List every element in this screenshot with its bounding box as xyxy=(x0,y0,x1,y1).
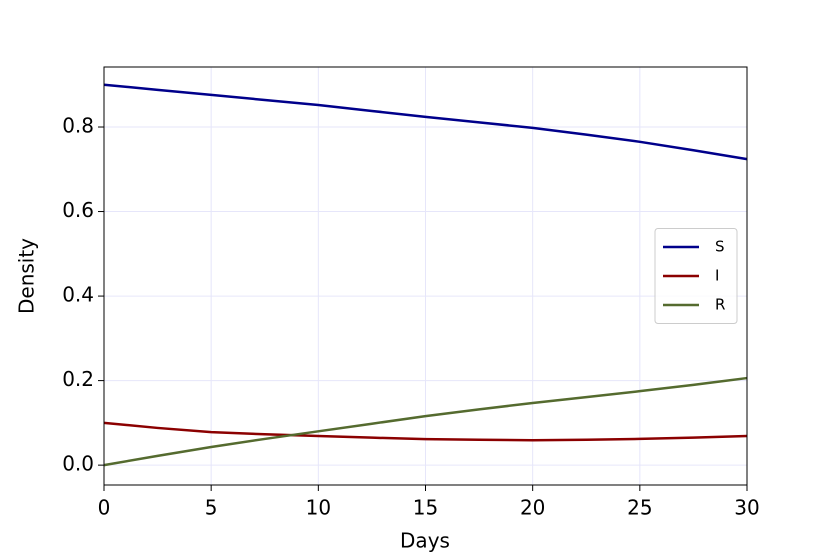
y-axis-label: Density xyxy=(15,238,39,314)
legend: SIR xyxy=(654,228,738,324)
y-tick-label: 0.2 xyxy=(62,367,94,391)
series-line xyxy=(103,83,748,161)
x-axis-label: Days xyxy=(400,529,450,553)
x-tick-label: 20 xyxy=(520,496,545,520)
legend-label: R xyxy=(715,296,725,314)
y-tick-label: 0.0 xyxy=(62,452,94,476)
legend-label: S xyxy=(715,238,725,256)
x-tick-label: 15 xyxy=(413,496,438,520)
legend-label: I xyxy=(715,267,719,285)
x-tick-label: 5 xyxy=(205,496,218,520)
x-tick-label: 0 xyxy=(98,496,111,520)
x-tick-label: 30 xyxy=(734,496,759,520)
x-tick-label: 10 xyxy=(306,496,331,520)
x-tick-label: 25 xyxy=(627,496,652,520)
y-tick-label: 0.6 xyxy=(62,198,94,222)
series-line xyxy=(103,421,748,442)
y-tick-label: 0.8 xyxy=(62,114,94,138)
series-line xyxy=(103,376,748,467)
plot-frame xyxy=(103,66,748,486)
y-tick-label: 0.4 xyxy=(62,283,94,307)
